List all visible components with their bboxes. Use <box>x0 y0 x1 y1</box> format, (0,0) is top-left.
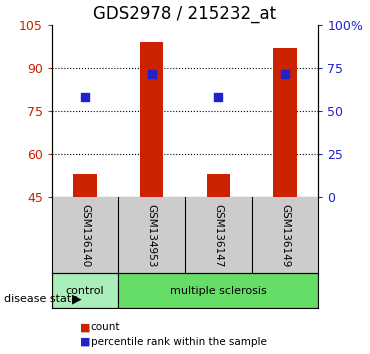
Point <box>215 94 221 99</box>
Bar <box>273 48 297 198</box>
Point <box>282 71 288 76</box>
Text: percentile rank within the sample: percentile rank within the sample <box>91 337 266 347</box>
Text: disease state: disease state <box>4 294 78 304</box>
Bar <box>118 273 318 308</box>
Bar <box>73 175 97 198</box>
Text: GSM136140: GSM136140 <box>80 204 90 267</box>
Text: count: count <box>91 322 120 332</box>
Text: control: control <box>66 286 104 296</box>
Text: ■: ■ <box>80 322 90 332</box>
Bar <box>52 273 118 308</box>
Text: GSM136147: GSM136147 <box>213 204 223 267</box>
Text: GSM134953: GSM134953 <box>147 204 157 267</box>
Title: GDS2978 / 215232_at: GDS2978 / 215232_at <box>94 6 276 23</box>
Bar <box>140 42 163 198</box>
Point <box>82 94 88 99</box>
Text: ▶: ▶ <box>72 293 82 306</box>
Bar <box>206 175 230 198</box>
Text: GSM136149: GSM136149 <box>280 204 290 267</box>
Point <box>149 71 155 76</box>
Text: multiple sclerosis: multiple sclerosis <box>170 286 267 296</box>
Text: ■: ■ <box>80 337 90 347</box>
